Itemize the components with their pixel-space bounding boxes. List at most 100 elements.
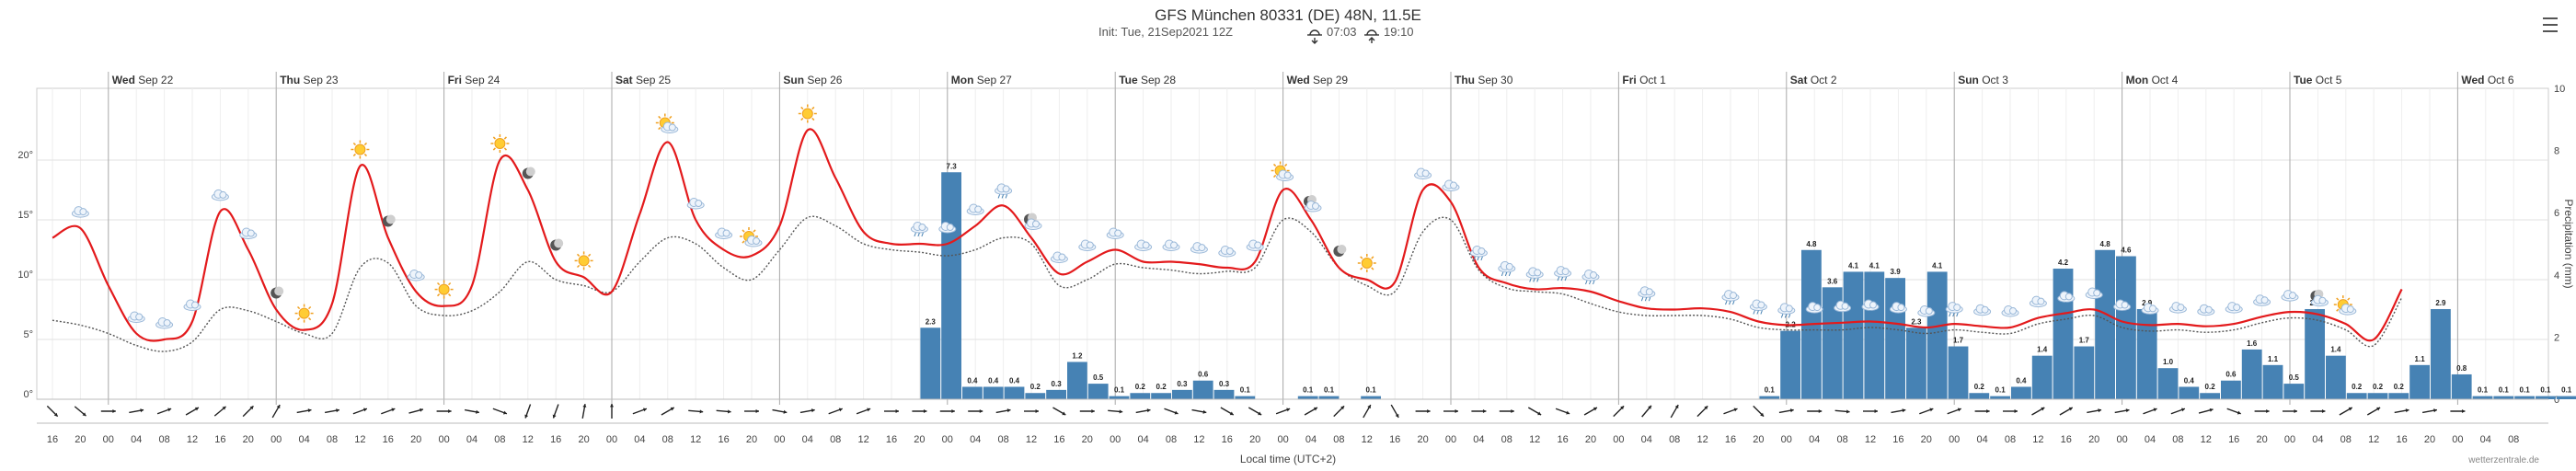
x-tick-hour: 04 bbox=[970, 434, 981, 445]
wind-arrow-icon bbox=[581, 403, 587, 419]
wind-arrow-icon bbox=[995, 408, 1011, 414]
weather-moon-icon bbox=[270, 286, 284, 299]
weather-cloud-rain-icon bbox=[1749, 299, 1767, 315]
weather-cloud-icon bbox=[1442, 179, 1460, 191]
y-axis-left: 0° 5° 10° 15° 20° bbox=[17, 150, 33, 400]
wind-arrow-icon bbox=[1443, 408, 1458, 414]
x-tick-hour: 12 bbox=[2201, 434, 2212, 445]
x-tick-hour: 20 bbox=[243, 434, 254, 445]
plot-area bbox=[36, 87, 2549, 400]
x-tick-hour: 04 bbox=[1305, 434, 1317, 445]
wind-arrow-icon bbox=[1471, 408, 1487, 414]
y-tick-right: 6 bbox=[2554, 208, 2559, 219]
precip-bar bbox=[1885, 278, 1905, 399]
x-tick-hour: 16 bbox=[1557, 434, 1568, 445]
precip-bar bbox=[2326, 355, 2346, 399]
wind-arrow-icon bbox=[772, 408, 788, 414]
weather-sun-icon bbox=[1357, 254, 1376, 272]
x-tick-hour: 16 bbox=[2061, 434, 2072, 445]
precip-bar bbox=[1990, 396, 2010, 399]
wind-arrow-icon bbox=[856, 408, 871, 415]
precip-bar bbox=[1318, 396, 1340, 399]
x-tick-hour: 20 bbox=[746, 434, 757, 445]
x-tick-hour: 20 bbox=[1753, 434, 1764, 445]
weather-symbols bbox=[71, 104, 2357, 329]
precip-value-label: 4.6 bbox=[2121, 247, 2132, 255]
weather-sun-icon bbox=[434, 280, 454, 299]
precip-bar bbox=[1004, 386, 1025, 399]
precip-value-label: 1.2 bbox=[1072, 351, 1083, 360]
precip-value-label: 0.1 bbox=[1765, 386, 1776, 395]
weather-sun-cloud-icon bbox=[1271, 161, 1294, 181]
x-tick-hour: 20 bbox=[75, 434, 86, 445]
y-tick-right: 2 bbox=[2554, 332, 2559, 343]
weather-cloud-icon bbox=[183, 299, 201, 311]
wind-arrow-icon bbox=[324, 408, 340, 414]
weather-cloud-icon bbox=[1050, 251, 1068, 263]
weather-cloud-rain-icon bbox=[995, 183, 1013, 199]
weather-cloud-icon bbox=[2029, 295, 2047, 308]
precip-value-label: 0.2 bbox=[2205, 383, 2216, 391]
wind-arrow-icon bbox=[1499, 408, 1514, 414]
x-tick-hour: 20 bbox=[578, 434, 589, 445]
wind-arrow-icon bbox=[1024, 408, 1039, 414]
precip-bar bbox=[2241, 349, 2262, 399]
precip-value-label: 0.5 bbox=[1093, 373, 1104, 382]
wind-arrow-icon bbox=[2170, 408, 2186, 415]
day-label: Mon Oct 4 bbox=[2126, 74, 2179, 86]
day-label: Thu Sep 30 bbox=[1455, 74, 1513, 86]
weather-cloud-rain-icon bbox=[910, 222, 928, 237]
weather-cloud-icon bbox=[407, 270, 425, 281]
x-tick-hour: 00 bbox=[1949, 434, 1960, 445]
weather-cloud-icon bbox=[1218, 246, 1236, 258]
weather-cloud-icon bbox=[2141, 303, 2159, 315]
precip-value-label: 4.1 bbox=[1932, 261, 1943, 270]
x-tick-hour: 12 bbox=[2032, 434, 2043, 445]
y-tick-left: 10° bbox=[17, 270, 33, 281]
x-tick-hour: 08 bbox=[830, 434, 841, 445]
x-tick-hour: 20 bbox=[410, 434, 421, 445]
x-tick-hour: 04 bbox=[2480, 434, 2491, 445]
wind-arrow-icon bbox=[156, 408, 172, 415]
x-tick-hour: 12 bbox=[1865, 434, 1876, 445]
precip-value-label: 0.1 bbox=[2561, 386, 2572, 395]
wind-arrow-icon bbox=[1079, 408, 1095, 414]
x-tick-hour: 12 bbox=[187, 434, 198, 445]
weather-cloud-rain-icon bbox=[1469, 246, 1488, 261]
wind-arrow-icon bbox=[242, 405, 254, 418]
wind-arrow-icon bbox=[1415, 408, 1431, 414]
precip-bar bbox=[1906, 327, 1926, 399]
x-tick-hour: 08 bbox=[662, 434, 673, 445]
precip-bar bbox=[1235, 396, 1256, 399]
x-tick-hour: 08 bbox=[327, 434, 338, 445]
precip-bar bbox=[1864, 271, 1885, 399]
sunset-time: 19:10 bbox=[1384, 25, 1414, 39]
precip-value-label: 0.2 bbox=[1156, 383, 1167, 391]
hamburger-menu-icon[interactable] bbox=[2539, 15, 2561, 35]
precip-value-label: 0.1 bbox=[2520, 386, 2531, 395]
weather-sun-icon bbox=[351, 140, 370, 159]
y-axis-right-label: Precipitation (mm) bbox=[2562, 199, 2575, 288]
precip-bar bbox=[2074, 346, 2095, 399]
precip-value-label: 0.1 bbox=[2540, 386, 2551, 395]
x-tick-hour: 12 bbox=[690, 434, 701, 445]
weather-sun-icon bbox=[490, 134, 510, 153]
day-label: Sun Sep 26 bbox=[783, 74, 842, 86]
precip-bar bbox=[2514, 396, 2535, 399]
wind-arrow-icon bbox=[2226, 408, 2241, 415]
weather-cloud-icon bbox=[2168, 302, 2187, 314]
x-tick-hour: 16 bbox=[1725, 434, 1736, 445]
x-tick-hour: 20 bbox=[1417, 434, 1428, 445]
weather-cloud-icon bbox=[1889, 302, 1907, 314]
precip-bar bbox=[1843, 271, 1864, 399]
precip-value-label: 0.1 bbox=[1995, 386, 2007, 395]
precip-bar bbox=[2200, 393, 2220, 399]
x-tick-hour: 16 bbox=[550, 434, 561, 445]
x-tick-hour: 00 bbox=[942, 434, 953, 445]
precip-bar bbox=[1046, 389, 1066, 399]
weather-cloud-rain-icon bbox=[1638, 286, 1656, 302]
precip-value-label: 0.3 bbox=[1052, 380, 1063, 388]
day-label: Thu Sep 23 bbox=[280, 74, 339, 86]
precip-bar bbox=[941, 172, 961, 399]
